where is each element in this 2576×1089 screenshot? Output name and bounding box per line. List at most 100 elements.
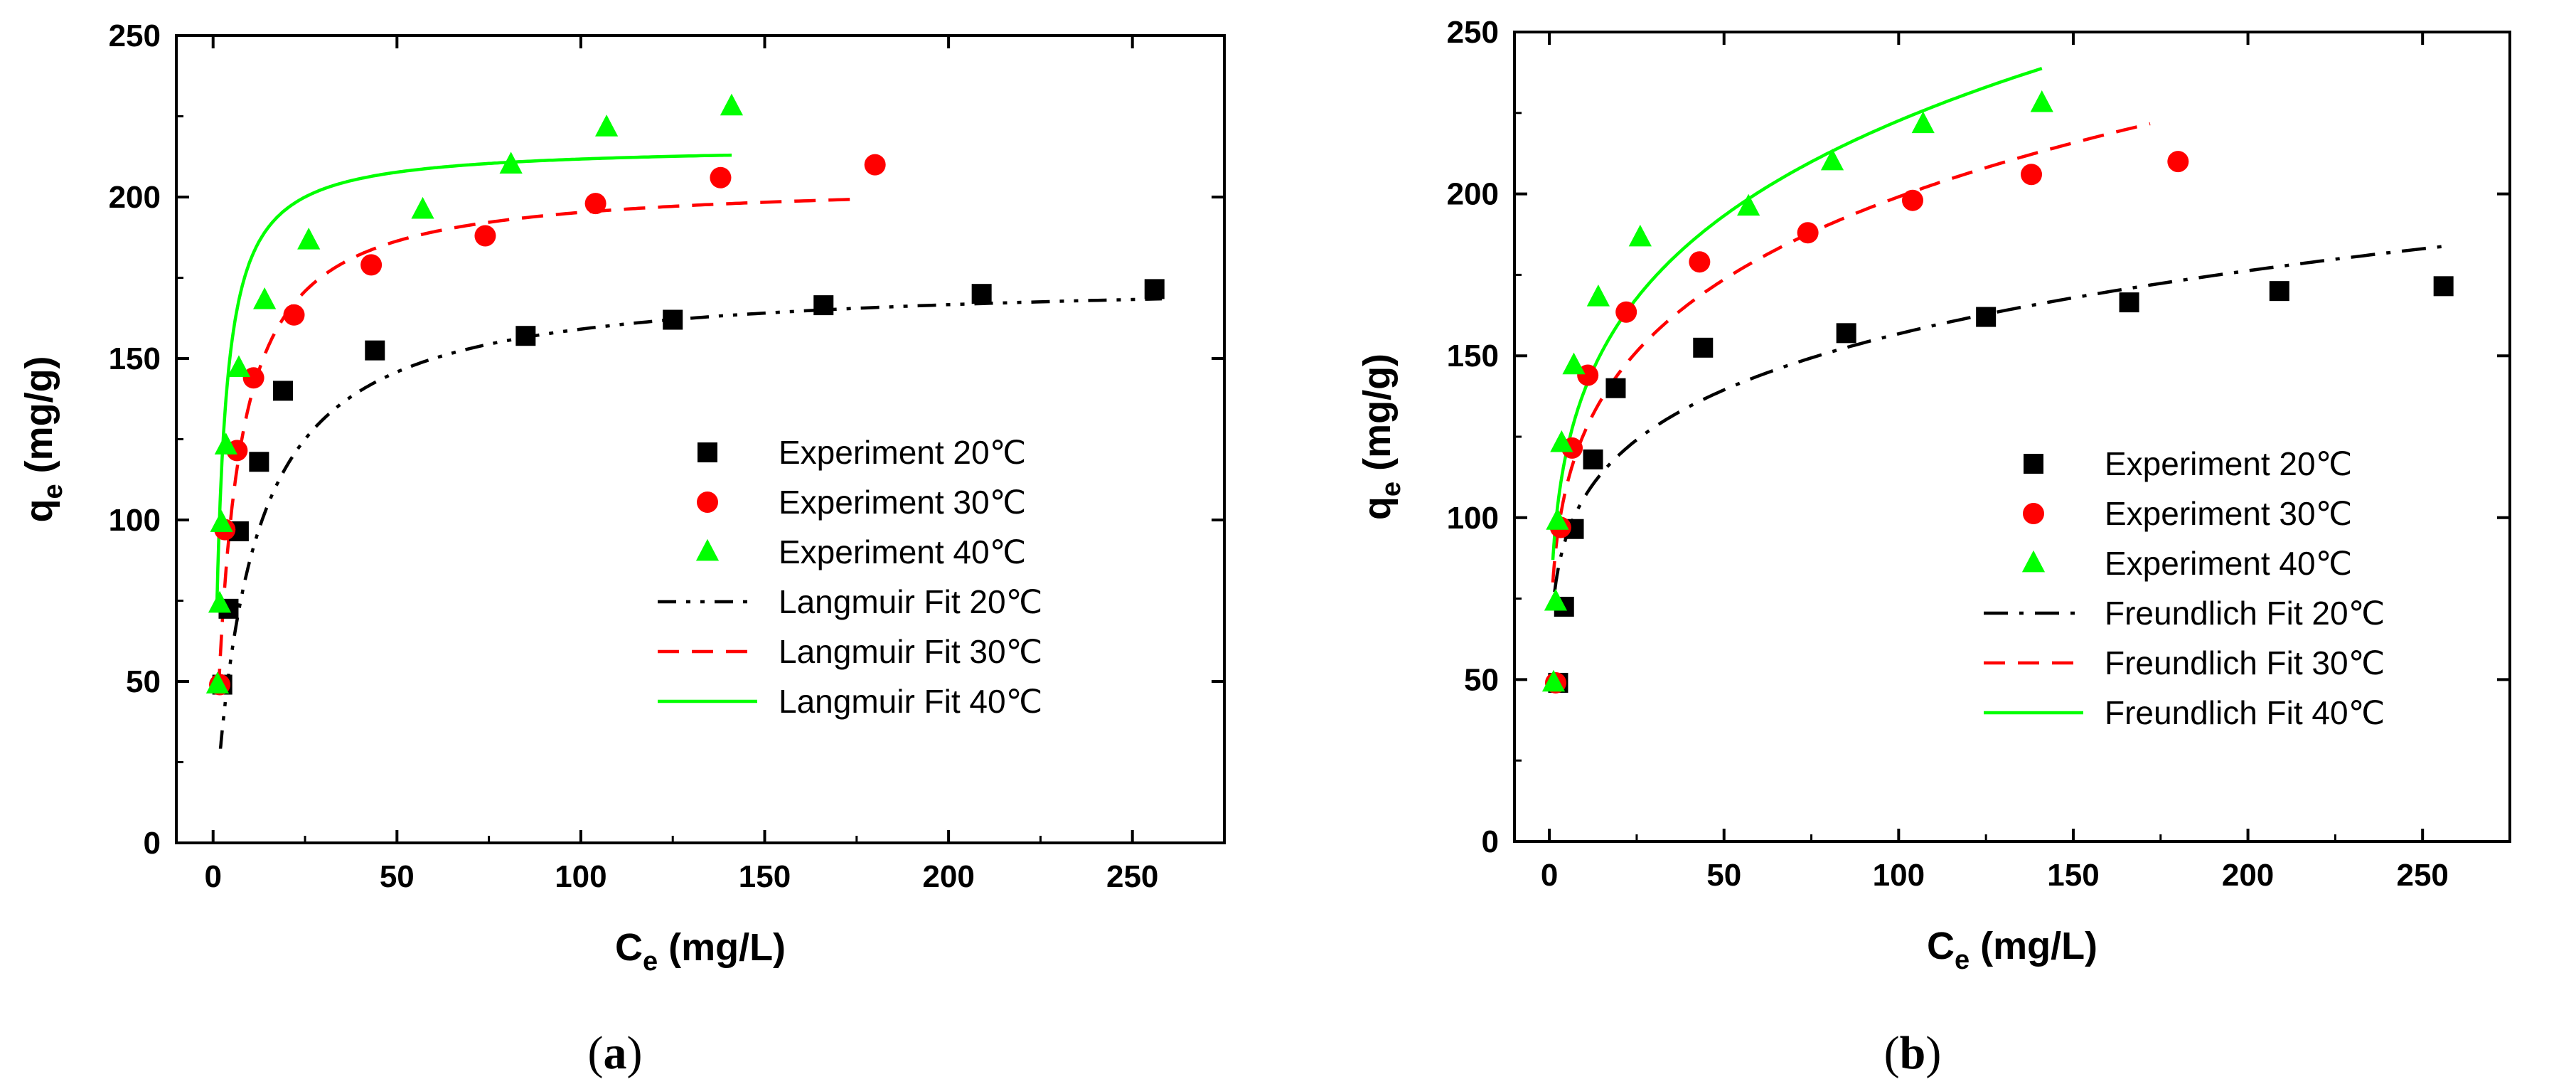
data-point	[1550, 430, 1573, 452]
y-tick-label: 200	[109, 180, 161, 215]
data-point	[2269, 281, 2289, 302]
data-point	[205, 671, 230, 694]
panel-label: (b)	[1884, 1027, 1942, 1079]
data-point	[360, 254, 383, 276]
data-point	[1911, 111, 1935, 134]
legend-label: Experiment 20℃	[779, 434, 1026, 471]
legend-label: Freundlich Fit 40℃	[2105, 694, 2385, 731]
data-point	[2021, 164, 2043, 186]
data-point	[253, 287, 277, 309]
y-tick-label: 0	[144, 826, 161, 861]
legend-marker	[697, 492, 718, 513]
legend-label: Experiment 30℃	[2105, 495, 2352, 532]
fit-line	[217, 197, 857, 691]
data-point	[208, 590, 232, 613]
legend: Experiment 20℃ Experiment 30℃ Experiment 4…	[658, 434, 1042, 720]
data-point	[720, 93, 744, 116]
data-point	[515, 326, 536, 346]
y-tick-label: 100	[109, 503, 161, 538]
data-point	[710, 166, 732, 188]
x-tick-label: 100	[1873, 858, 1925, 893]
y-tick-label: 150	[1447, 339, 1499, 373]
panel-b: 0 50 100 150 200 250 0 50 100 150 200 250 Ce (mg/L) q…	[1356, 15, 2511, 1079]
x-tick-label: 100	[555, 859, 606, 894]
legend-marker	[2021, 550, 2046, 573]
data-point	[297, 228, 321, 250]
x-tick-label: 250	[2396, 858, 2448, 893]
data-point	[2119, 292, 2139, 313]
data-point	[971, 284, 992, 304]
x-tick-label: 50	[1706, 858, 1741, 893]
y-tick-label: 50	[126, 664, 161, 699]
legend-label: Freundlich Fit 20℃	[2105, 595, 2385, 632]
legend-label: Langmuir Fit 40℃	[779, 683, 1042, 720]
data-point	[283, 304, 305, 326]
data-point	[1544, 588, 1568, 611]
data-point	[813, 295, 834, 316]
x-tick-label: 0	[204, 859, 221, 894]
data-point	[2433, 276, 2454, 297]
data-point	[1144, 279, 1165, 299]
data-point	[1583, 449, 1603, 469]
data-point	[214, 432, 237, 455]
data-point	[1797, 222, 1819, 244]
data-point	[1615, 301, 1637, 323]
data-point	[499, 152, 523, 174]
data-point	[1737, 193, 1760, 216]
x-axis-title: Ce (mg/L)	[1927, 925, 2097, 975]
y-tick-label: 0	[1482, 824, 1499, 859]
legend-marker	[2023, 503, 2044, 524]
data-point	[1976, 307, 1997, 327]
y-axis-title: qe (mg/g)	[18, 356, 68, 522]
data-point	[1586, 285, 1610, 307]
data-point	[1902, 189, 1923, 211]
data-point	[1693, 337, 1714, 358]
data-point	[227, 355, 251, 377]
data-point	[584, 193, 606, 215]
data-point	[1628, 224, 1652, 247]
legend-marker	[695, 538, 720, 561]
legend-marker	[2024, 454, 2043, 474]
x-tick-label: 200	[922, 859, 974, 894]
legend-label: Freundlich Fit 30℃	[2105, 644, 2385, 681]
panel-label: (a)	[588, 1027, 643, 1079]
fit-line	[1551, 122, 2151, 583]
data-point	[1562, 352, 1586, 375]
legend-label: Experiment 40℃	[779, 533, 1026, 570]
data-point	[663, 309, 683, 330]
data-point	[1605, 378, 1626, 398]
y-axis-title: qe (mg/g)	[1356, 354, 1406, 520]
y-tick-label: 100	[1447, 501, 1499, 536]
data-point	[474, 225, 496, 247]
data-point	[210, 510, 233, 532]
x-tick-label: 0	[1541, 858, 1558, 893]
data-point	[1820, 148, 1844, 171]
data-point	[1541, 669, 1566, 692]
y-tick-label: 150	[109, 341, 161, 376]
data-point	[1546, 508, 1569, 530]
data-point	[249, 452, 269, 472]
data-point	[272, 381, 293, 401]
data-point	[864, 154, 886, 176]
data-point	[1689, 251, 1711, 273]
legend-label: Experiment 30℃	[779, 484, 1026, 521]
y-tick-label: 250	[109, 18, 161, 53]
fit-line	[215, 153, 732, 611]
y-tick-label: 200	[1447, 177, 1499, 212]
legend: Experiment 20℃ Experiment 30℃ Experiment 4…	[1984, 445, 2385, 731]
x-axis-title: Ce (mg/L)	[615, 926, 786, 977]
data-point	[2030, 90, 2053, 112]
data-point	[365, 340, 385, 361]
y-tick-label: 250	[1447, 15, 1499, 50]
legend-marker	[698, 442, 717, 462]
fit-line	[1553, 245, 2444, 593]
legend-label: Langmuir Fit 30℃	[779, 633, 1042, 670]
x-tick-label: 150	[739, 859, 791, 894]
x-tick-label: 200	[2222, 858, 2274, 893]
data-point	[411, 196, 434, 219]
legend-label: Experiment 40℃	[2105, 545, 2352, 582]
legend-label: Langmuir Fit 20℃	[779, 583, 1042, 620]
x-tick-label: 150	[2047, 858, 2099, 893]
data-point	[2167, 151, 2189, 173]
